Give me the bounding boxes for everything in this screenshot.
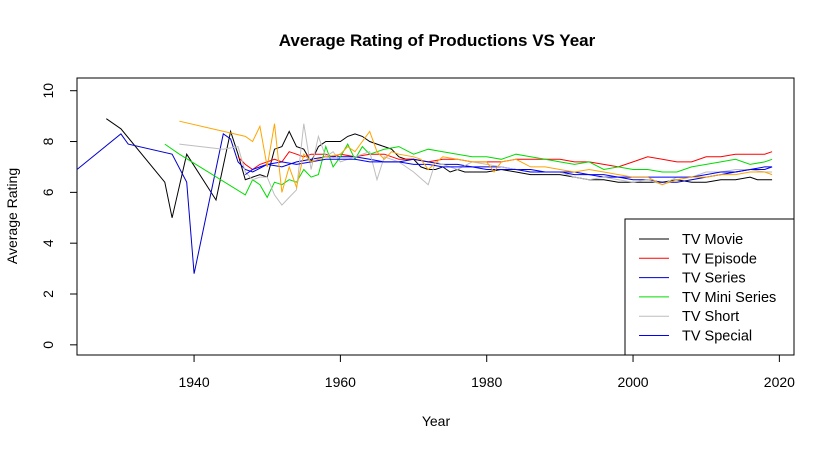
x-tick-label: 2000 [617, 374, 648, 390]
legend-box [624, 218, 795, 356]
legend-label: TV Series [682, 271, 746, 287]
legend-label: TV Short [682, 309, 739, 325]
y-tick-label: 8 [40, 137, 56, 145]
y-tick-label: 6 [40, 188, 56, 196]
x-tick-label: 2020 [764, 374, 795, 390]
legend-label: TV Episode [682, 251, 757, 267]
legend: TV Movie TV Episode TV Series TV Mini Serie… [624, 218, 795, 356]
chart-title: Average Rating of Productions VS Year [279, 31, 596, 50]
y-axis-label: Average Rating [4, 168, 20, 264]
series-line-6 [179, 120, 773, 193]
x-axis: 1940 1960 1980 2000 2020 [178, 354, 795, 390]
y-tick-label: 4 [40, 239, 56, 247]
series-line-3 [164, 143, 773, 199]
y-tick-label: 2 [40, 290, 56, 298]
x-axis-label: Year [422, 413, 451, 429]
series-line-0 [106, 118, 773, 218]
y-tick-label: 0 [40, 341, 56, 349]
y-tick-label: 10 [40, 83, 56, 99]
legend-label: TV Mini Series [682, 290, 776, 306]
y-axis: 0 2 4 6 8 10 [40, 83, 77, 349]
series-lines [77, 118, 773, 274]
legend-label: TV Movie [682, 232, 743, 248]
series-line-5 [245, 158, 773, 178]
x-tick-label: 1940 [178, 374, 209, 390]
x-tick-label: 1960 [325, 374, 356, 390]
x-tick-label: 1980 [471, 374, 502, 390]
legend-label: TV Special [682, 329, 752, 345]
